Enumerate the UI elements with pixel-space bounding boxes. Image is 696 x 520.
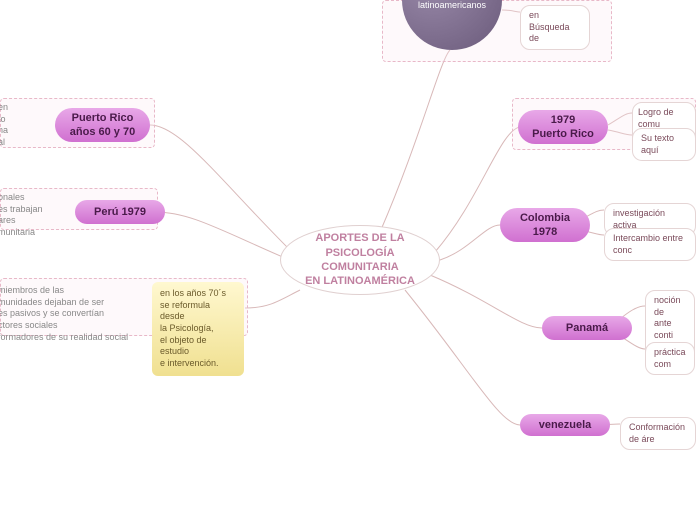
leaf-reformula-0: miembros de lasmunidades dejaban de sere…	[0, 285, 148, 343]
branch-venezuela[interactable]: venezuela	[520, 414, 610, 436]
leaf-puerto-rico-60-70-0: entonaal	[0, 102, 28, 149]
branch-panama[interactable]: Panamá	[542, 316, 632, 340]
branch-colombia[interactable]: Colombia1978	[500, 208, 590, 242]
leaf-top-circle-0: en Búsqueda de	[520, 5, 590, 50]
note-reformula: en los años 70´sse reformula desdela Psi…	[152, 282, 244, 376]
leaf-venezuela-0: Conformación de áre	[620, 417, 696, 450]
branch-puerto-rico-60-70[interactable]: Puerto Ricoaños 60 y 70	[55, 108, 150, 142]
leaf-peru-1979-0: onaleses trabajanaresmunitaria	[0, 192, 58, 239]
branch-1979-pr[interactable]: 1979Puerto Rico	[518, 110, 608, 144]
mindmap-canvas: APORTES DE LAPSICOLOGÍA COMUNITARIAEN LA…	[0, 0, 696, 520]
leaf-panama-1: práctica com	[645, 342, 695, 375]
leaf-colombia-1: Intercambio entre conc	[604, 228, 696, 261]
branch-peru-1979[interactable]: Perú 1979	[75, 200, 165, 224]
center-node[interactable]: APORTES DE LAPSICOLOGÍA COMUNITARIAEN LA…	[280, 225, 440, 295]
leaf-1979-pr-1: Su texto aquí	[632, 128, 696, 161]
